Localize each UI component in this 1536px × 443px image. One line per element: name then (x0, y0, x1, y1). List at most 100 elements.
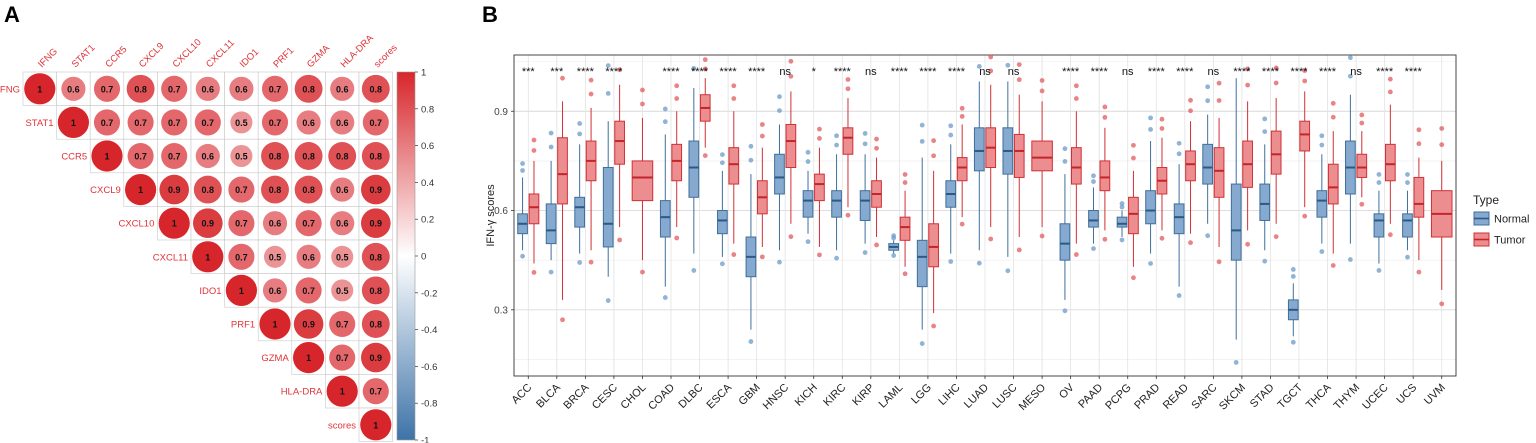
significance-label: **** (1290, 66, 1308, 78)
outlier-point (988, 236, 994, 242)
corr-circle (361, 142, 390, 170)
x-tick-label: COAD (646, 382, 677, 413)
outlier-point (777, 94, 782, 100)
outlier-point (731, 252, 737, 257)
box (1230, 183, 1242, 261)
corr-value: 0.8 (202, 185, 215, 195)
outlier-point (1439, 301, 1445, 307)
x-tick-label: KIRP (850, 382, 877, 409)
corr-value: 0.6 (269, 219, 282, 229)
box (557, 137, 568, 205)
box (1373, 213, 1385, 238)
outlier-point (1062, 146, 1068, 152)
outlier-point (1091, 179, 1096, 184)
outlier-point (719, 160, 725, 166)
corr-value: 0.8 (370, 286, 383, 296)
corr-circle (329, 344, 356, 371)
colorbar-tick-label: 0.4 (421, 178, 434, 189)
box (802, 190, 814, 218)
outlier-point (731, 96, 737, 101)
outlier-point (1273, 65, 1279, 71)
outlier-point (948, 123, 954, 129)
outlier-point (588, 91, 594, 97)
outlier-point (1159, 235, 1165, 241)
outlier-point (919, 138, 925, 144)
column-label: CCR5 (103, 44, 129, 70)
outlier-point (1131, 155, 1136, 161)
x-tick-label: UCS (1394, 382, 1419, 407)
corr-value: 0.9 (370, 219, 383, 229)
outlier-point (548, 269, 554, 275)
outlier-point (1188, 240, 1193, 246)
corr-circle (330, 177, 355, 202)
outlier-point (1273, 234, 1279, 240)
box (899, 216, 911, 241)
box (659, 200, 671, 238)
corr-value: 0.6 (336, 219, 349, 229)
outlier-point (719, 152, 725, 158)
corr-value: 0.7 (269, 84, 282, 94)
row-label: IDO1 (199, 286, 221, 297)
x-tick-label: LIHC (936, 382, 962, 408)
significance-label: ns (779, 66, 791, 78)
outlier-point (1159, 116, 1165, 122)
outlier-point (1290, 273, 1296, 279)
outlier-point (1148, 261, 1153, 266)
box (831, 190, 842, 218)
outlier-point (959, 221, 965, 227)
outlier-point (759, 254, 765, 260)
outlier-point (577, 131, 583, 137)
box (1270, 130, 1282, 175)
corr-circle (362, 109, 389, 136)
corr-circle (159, 174, 189, 205)
corr-circle (225, 274, 257, 306)
box (973, 127, 985, 172)
box (1116, 216, 1128, 228)
corr-value: 0.7 (336, 353, 349, 363)
outlier-point (1091, 246, 1096, 251)
corr-circle (262, 278, 288, 303)
box (614, 120, 625, 165)
outlier-point (531, 148, 537, 153)
box (1202, 143, 1214, 185)
box (1173, 203, 1185, 235)
outlier-point (674, 96, 680, 101)
outlier-point (748, 143, 754, 149)
column-label: scores (372, 42, 400, 70)
box (814, 173, 825, 202)
significance-label: ns (865, 66, 877, 78)
box (774, 153, 785, 195)
outlier-point (1016, 247, 1022, 253)
corr-value: 1 (239, 286, 244, 296)
outlier-point (1205, 233, 1211, 239)
outlier-point (1062, 158, 1068, 164)
x-tick-label: ESCA (705, 381, 735, 411)
row-label: STAT1 (25, 118, 53, 129)
outlier-point (674, 235, 680, 241)
outlier-point (1205, 98, 1211, 104)
box (1259, 183, 1271, 221)
outlier-point (1039, 88, 1045, 94)
colorbar-tick-label: -1 (421, 436, 429, 443)
box (1088, 210, 1099, 228)
corr-value: 0.6 (336, 185, 349, 195)
corr-circle (228, 176, 255, 203)
outlier-point (1091, 173, 1096, 179)
outlier-point (1439, 142, 1445, 148)
colorbar-tick-label: 0.6 (421, 141, 434, 152)
outlier-point (1176, 140, 1182, 146)
outlier-point (759, 133, 765, 139)
outlier-point (674, 83, 680, 89)
outlier-point (560, 75, 565, 81)
outlier-point (531, 137, 537, 143)
box (717, 210, 728, 235)
corr-value: 0.8 (336, 152, 349, 162)
corr-value: 0.7 (168, 152, 181, 162)
correlation-plot: IFNG STAT1 CCR5 CXCL9 CXCL10 CXCL11 IDO1 PRF1 GZ… (0, 32, 400, 442)
outlier-point (640, 269, 645, 275)
outlier-point (874, 242, 879, 248)
x-tick-label: OV (1057, 381, 1077, 401)
corr-circle (61, 76, 86, 101)
outlier-point (702, 57, 708, 63)
outlier-point (1131, 275, 1136, 281)
